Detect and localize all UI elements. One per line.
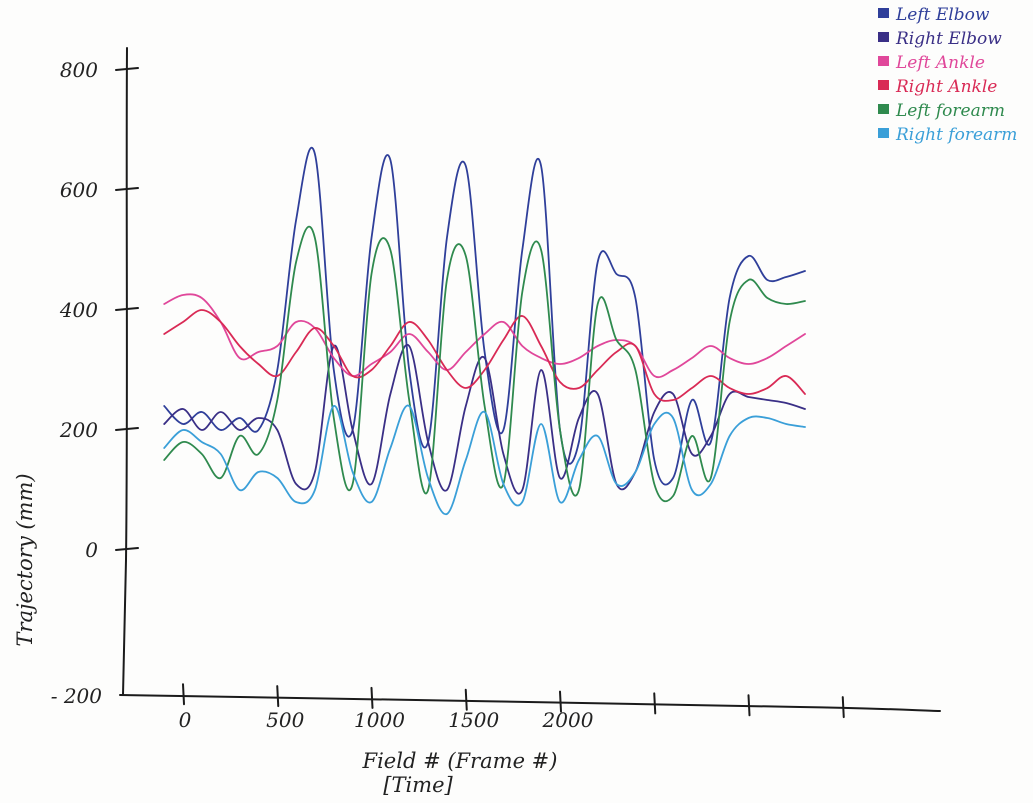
legend-label: Left Ankle: [895, 53, 985, 73]
legend-label: Left Elbow: [895, 5, 990, 25]
x-axis-title: Field # (Frame #): [362, 749, 558, 773]
legend-label: Right Ankle: [895, 77, 997, 97]
x-tick-label: 1500: [448, 708, 499, 732]
x-tick-mark: [276, 685, 280, 708]
x-tick-mark: [559, 690, 562, 713]
x-tick-label: 1000: [354, 708, 405, 732]
legend-swatch: [878, 128, 889, 138]
y-tick-label: 600: [60, 178, 98, 202]
legend-swatch: [878, 104, 889, 114]
x-tick-mark: [464, 688, 468, 711]
series-line-left-ankle: [163, 293, 806, 379]
x-tick-mark: [182, 683, 185, 706]
y-tick-label: - 200: [51, 684, 103, 708]
x-ticks: 0 500 1000 1500 2000: [179, 683, 845, 732]
legend-swatch: [878, 56, 889, 66]
series-line-left-forearm: [163, 225, 806, 503]
y-tick-label: 800: [60, 58, 98, 82]
x-axis-line: [119, 694, 941, 712]
legend: Left Elbow Right Elbow Left Ankle Right Ank…: [878, 5, 1017, 145]
y-tick-mark: [115, 547, 139, 551]
legend-swatch: [878, 8, 889, 18]
y-tick-label: 200: [59, 418, 98, 442]
y-ticks: 800 600 400 200 0 - 200: [51, 58, 139, 708]
x-tick-label: 2000: [542, 708, 594, 732]
x-tick-label: 500: [266, 708, 304, 732]
x-tick-mark: [747, 694, 751, 717]
x-tick-label: 0: [179, 708, 192, 732]
y-tick-mark: [115, 187, 139, 191]
y-axis-line: [122, 47, 128, 696]
y-tick-mark: [115, 307, 139, 311]
legend-swatch: [878, 80, 889, 90]
y-axis-title: Trajectory (mm): [13, 473, 37, 646]
x-tick-mark: [653, 692, 657, 715]
legend-label: Left forearm: [895, 101, 1005, 121]
series-line-right-ankle: [163, 309, 806, 402]
x-axis-subtitle: [Time]: [383, 773, 453, 797]
y-tick-label: 400: [59, 298, 98, 322]
series-layer: [163, 146, 806, 515]
x-tick-mark: [841, 696, 845, 719]
x-tick-mark: [370, 686, 374, 709]
legend-label: Right forearm: [895, 125, 1017, 145]
series-line-right-forearm: [163, 404, 806, 515]
legend-swatch: [878, 32, 889, 42]
legend-label: Right Elbow: [895, 29, 1002, 49]
y-tick-mark: [115, 67, 139, 71]
y-tick-mark: [115, 427, 139, 431]
y-tick-label: 0: [85, 538, 98, 562]
series-line-right-elbow: [163, 343, 806, 495]
series-line-left-elbow: [163, 146, 806, 486]
